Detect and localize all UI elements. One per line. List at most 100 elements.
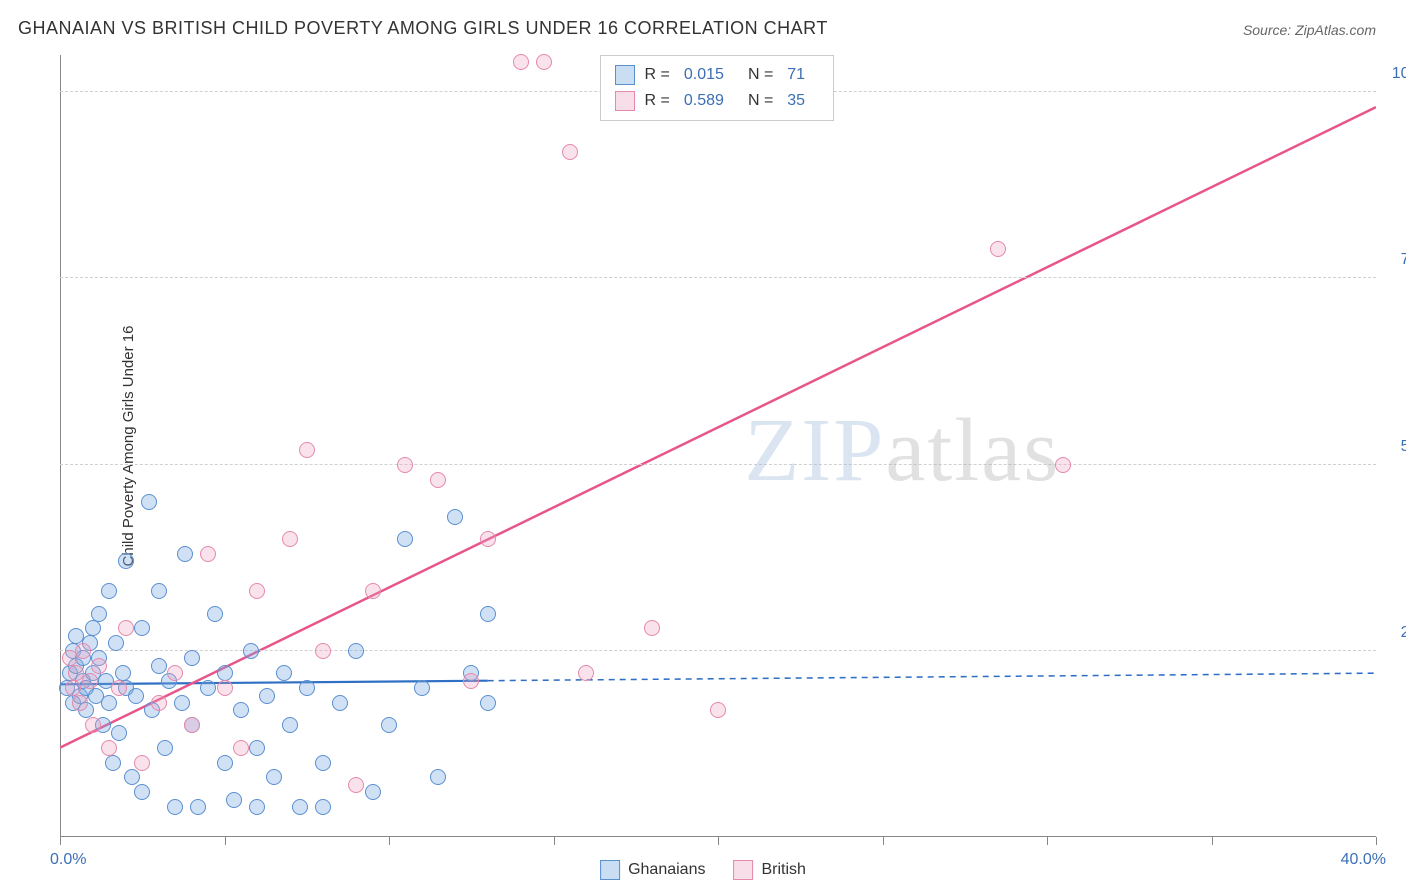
data-point	[167, 799, 183, 815]
data-point	[134, 784, 150, 800]
y-tick-label: 100.0%	[1386, 65, 1406, 83]
data-point	[141, 494, 157, 510]
legend-swatch	[733, 860, 753, 880]
data-point	[111, 725, 127, 741]
data-point	[134, 755, 150, 771]
data-point	[157, 740, 173, 756]
data-point	[259, 688, 275, 704]
data-point	[151, 695, 167, 711]
data-point	[128, 688, 144, 704]
data-point	[75, 643, 91, 659]
data-point	[243, 643, 259, 659]
stat-r-label: R =	[645, 88, 670, 114]
gridline-horizontal	[60, 277, 1376, 278]
data-point	[233, 702, 249, 718]
data-point	[177, 546, 193, 562]
data-point	[118, 620, 134, 636]
data-point	[430, 769, 446, 785]
chart-title: GHANAIAN VS BRITISH CHILD POVERTY AMONG …	[18, 18, 828, 39]
data-point	[217, 755, 233, 771]
data-point	[151, 658, 167, 674]
data-point	[85, 620, 101, 636]
trendline-dashed	[488, 673, 1376, 681]
legend-item: Ghanaians	[600, 860, 705, 880]
data-point	[101, 695, 117, 711]
stat-r-value: 0.589	[684, 88, 724, 114]
data-point	[463, 673, 479, 689]
data-point	[276, 665, 292, 681]
data-point	[348, 643, 364, 659]
x-axis-max-label: 40.0%	[1341, 851, 1386, 869]
x-tick	[225, 837, 226, 845]
legend-label: British	[761, 861, 805, 879]
correlation-stats-box: R =0.015N =71R =0.589N =35	[600, 55, 835, 121]
data-point	[365, 784, 381, 800]
data-point	[480, 531, 496, 547]
legend-swatch	[615, 91, 635, 111]
data-point	[299, 680, 315, 696]
data-point	[266, 769, 282, 785]
x-axis-min-label: 0.0%	[50, 851, 86, 869]
bottom-legend: Ghanaians British	[600, 860, 806, 880]
stat-n-label: N =	[748, 62, 773, 88]
x-tick	[1212, 837, 1213, 845]
data-point	[217, 665, 233, 681]
data-point	[578, 665, 594, 681]
y-tick-label: 50.0%	[1386, 438, 1406, 456]
data-point	[292, 799, 308, 815]
stat-n-value: 35	[787, 88, 805, 114]
data-point	[151, 583, 167, 599]
data-point	[174, 695, 190, 711]
data-point	[118, 553, 134, 569]
data-point	[91, 658, 107, 674]
stat-n-value: 71	[787, 62, 805, 88]
data-point	[990, 241, 1006, 257]
x-tick	[1047, 837, 1048, 845]
data-point	[65, 680, 81, 696]
data-point	[207, 606, 223, 622]
stat-r-label: R =	[645, 62, 670, 88]
stat-row: R =0.015N =71	[615, 62, 820, 88]
data-point	[105, 755, 121, 771]
data-point	[111, 680, 127, 696]
stat-row: R =0.589N =35	[615, 88, 820, 114]
data-point	[562, 144, 578, 160]
legend-item: British	[733, 860, 805, 880]
data-point	[184, 650, 200, 666]
data-point	[644, 620, 660, 636]
x-tick	[883, 837, 884, 845]
data-point	[190, 799, 206, 815]
data-point	[82, 673, 98, 689]
data-point	[480, 695, 496, 711]
data-point	[365, 583, 381, 599]
x-tick	[554, 837, 555, 845]
x-tick	[60, 837, 61, 845]
data-point	[134, 620, 150, 636]
data-point	[414, 680, 430, 696]
source-attribution: Source: ZipAtlas.com	[1243, 22, 1376, 38]
data-point	[430, 472, 446, 488]
x-tick	[389, 837, 390, 845]
data-point	[184, 717, 200, 733]
y-axis-line	[60, 55, 61, 837]
data-point	[249, 583, 265, 599]
data-point	[315, 799, 331, 815]
data-point	[101, 740, 117, 756]
data-point	[1055, 457, 1071, 473]
data-point	[397, 457, 413, 473]
data-point	[72, 695, 88, 711]
data-point	[200, 546, 216, 562]
data-point	[124, 769, 140, 785]
data-point	[447, 509, 463, 525]
data-point	[249, 799, 265, 815]
data-point	[101, 583, 117, 599]
data-point	[315, 643, 331, 659]
data-point	[226, 792, 242, 808]
legend-swatch	[600, 860, 620, 880]
data-point	[217, 680, 233, 696]
x-tick	[718, 837, 719, 845]
data-point	[299, 442, 315, 458]
data-point	[480, 606, 496, 622]
gridline-horizontal	[60, 464, 1376, 465]
chart-plot-area: 25.0%50.0%75.0%100.0% 0.0% 40.0% R =0.01…	[60, 55, 1376, 837]
